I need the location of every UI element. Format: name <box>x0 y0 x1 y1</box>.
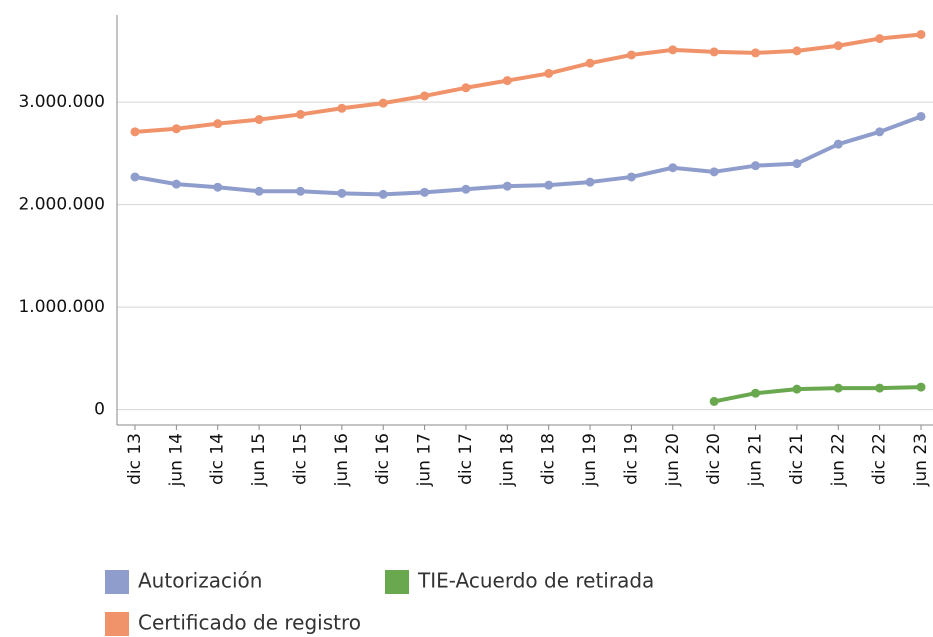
legend-swatch <box>105 570 129 594</box>
point <box>544 68 554 78</box>
series-line <box>713 385 922 404</box>
point <box>420 91 430 101</box>
point <box>916 29 926 39</box>
x-tick-label: dic 22 <box>870 433 890 485</box>
point <box>213 119 223 129</box>
point <box>171 179 181 189</box>
point <box>751 48 761 58</box>
point <box>751 161 761 171</box>
point <box>295 186 305 196</box>
point <box>875 127 885 137</box>
point <box>130 172 140 182</box>
point <box>254 115 264 125</box>
legend-swatch <box>105 612 129 636</box>
point <box>378 98 388 108</box>
point <box>916 111 926 121</box>
legend-label: TIE-Acuerdo de retirada <box>417 569 654 593</box>
y-tick-label: 1.000.000 <box>18 297 105 317</box>
point <box>833 383 843 393</box>
y-tick-label: 2.000.000 <box>18 195 105 215</box>
y-tick-label: 0 <box>94 400 105 420</box>
series-line <box>134 32 922 134</box>
x-tick-label: jun 14 <box>166 433 186 487</box>
y-tick-label: 3.000.000 <box>18 92 105 112</box>
legend-swatch <box>385 570 409 594</box>
x-tick-label: dic 17 <box>456 433 476 485</box>
x-tick-label: jun 21 <box>746 433 766 487</box>
x-tick-label: dic 15 <box>290 433 310 485</box>
point <box>833 139 843 149</box>
point <box>709 396 719 406</box>
point <box>544 180 554 190</box>
point <box>130 127 140 137</box>
x-tick-label: dic 19 <box>621 433 641 485</box>
point <box>792 159 802 169</box>
x-tick-label: jun 18 <box>497 433 517 487</box>
point <box>751 388 761 398</box>
point <box>792 384 802 394</box>
point <box>916 382 926 392</box>
point <box>875 383 885 393</box>
x-tick-label: dic 18 <box>539 433 559 485</box>
x-tick-label: jun 16 <box>332 433 352 487</box>
x-tick-label: jun 19 <box>580 433 600 487</box>
point <box>668 45 678 55</box>
x-tick-label: dic 21 <box>787 433 807 485</box>
point <box>626 50 636 60</box>
x-tick-label: jun 17 <box>415 433 435 487</box>
point <box>461 83 471 93</box>
point <box>626 172 636 182</box>
point <box>254 186 264 196</box>
point <box>295 109 305 119</box>
point <box>337 103 347 113</box>
point <box>171 124 181 134</box>
x-tick-label: jun 22 <box>828 433 848 487</box>
point <box>792 46 802 56</box>
x-tick-label: jun 23 <box>911 433 931 487</box>
x-tick-label: dic 14 <box>208 433 228 485</box>
point <box>378 189 388 199</box>
legend-label: Autorización <box>138 569 262 593</box>
series-line <box>134 114 922 197</box>
point <box>502 76 512 86</box>
x-tick-label: dic 20 <box>704 433 724 485</box>
point <box>709 47 719 57</box>
point <box>585 177 595 187</box>
point <box>833 41 843 51</box>
point <box>461 184 471 194</box>
point <box>337 188 347 198</box>
x-tick-label: jun 20 <box>663 433 683 487</box>
point <box>709 167 719 177</box>
point <box>585 58 595 68</box>
point <box>420 187 430 197</box>
x-tick-label: jun 15 <box>249 433 269 487</box>
point <box>502 181 512 191</box>
x-tick-label: dic 16 <box>373 433 393 485</box>
point <box>875 34 885 44</box>
point <box>213 182 223 192</box>
legend-label: Certificado de registro <box>138 611 361 635</box>
point <box>668 163 678 173</box>
x-tick-label: dic 13 <box>125 433 145 485</box>
